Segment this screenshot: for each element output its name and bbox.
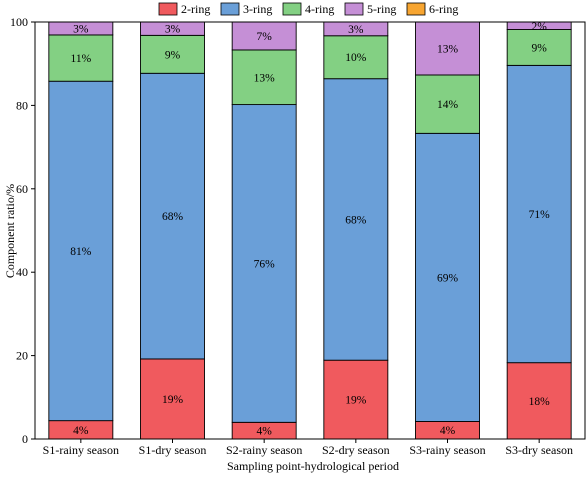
bar-segment-2-ring-s1-dry-season (140, 358, 205, 440)
bar-segment-4-ring-s2-dry-season (323, 35, 389, 80)
data-label-5-ring-s2-rainy-season: 7% (256, 31, 272, 43)
y-tick-label-100: 100 (10, 15, 28, 29)
y-axis-title: Component ratio/% (3, 184, 17, 278)
data-label-2-ring-s1-rainy-season: 4% (73, 425, 89, 437)
legend-label-3-ring: 3-ring (243, 2, 272, 16)
plot-frame (34, 21, 586, 440)
bar-segment-3-ring-s2-rainy-season (231, 104, 297, 423)
data-label-4-ring-s3-rainy-season: 14% (437, 99, 459, 111)
bar-segment-4-ring-s3-dry-season (506, 29, 572, 66)
bar-segment-5-ring-s2-rainy-season (231, 21, 297, 51)
legend-label-4-ring: 4-ring (305, 2, 334, 16)
x-tick-label-s2-rainy-season: S2-rainy season (226, 443, 302, 457)
data-label-5-ring-s1-rainy-season: 3% (73, 23, 89, 35)
data-label-4-ring-s3-dry-season: 9% (531, 42, 547, 54)
data-label-4-ring-s1-dry-season: 9% (165, 49, 181, 61)
data-label-5-ring-s3-rainy-season: 13% (437, 43, 459, 55)
data-label-3-ring-s3-dry-season: 71% (529, 209, 551, 221)
y-tick-label-0: 0 (22, 432, 28, 446)
x-axis-title: Sampling point-hydrological period (227, 459, 399, 473)
bar-segment-3-ring-s1-rainy-season (48, 80, 114, 422)
data-label-4-ring-s2-rainy-season: 13% (254, 72, 276, 84)
x-tick-label-s1-rainy-season: S1-rainy season (43, 443, 119, 457)
bar-segment-3-ring-s3-dry-season (506, 64, 572, 364)
data-label-4-ring-s1-rainy-season: 11% (71, 53, 92, 65)
legend-swatch-6-ring (406, 2, 426, 16)
legend: 2-ring 3-ring 4-ring 5-ring 6-ring (158, 2, 458, 16)
bar-segment-3-ring-s3-rainy-season (415, 132, 480, 422)
legend-label-6-ring: 6-ring (429, 2, 458, 16)
data-label-2-ring-s1-dry-season: 19% (162, 394, 184, 406)
data-label-4-ring-s2-dry-season: 10% (345, 52, 367, 64)
legend-label-5-ring: 5-ring (367, 2, 396, 16)
bar-segment-5-ring-s3-rainy-season (415, 21, 480, 76)
data-label-3-ring-s1-dry-season: 68% (162, 211, 184, 223)
x-tick-label-s1-dry-season: S1-dry season (139, 443, 207, 457)
bar-segment-4-ring-s2-rainy-season (231, 49, 297, 106)
data-label-3-ring-s2-dry-season: 68% (345, 214, 367, 226)
y-tick-label-20: 20 (16, 349, 28, 363)
data-label-2-ring-s2-dry-season: 19% (345, 395, 367, 407)
data-label-5-ring-s2-dry-season: 3% (348, 24, 364, 36)
bar-segment-3-ring-s2-dry-season (323, 78, 389, 361)
legend-swatch-5-ring (344, 2, 364, 16)
bar-segment-4-ring-s3-rainy-season (415, 74, 480, 134)
legend-label-2-ring: 2-ring (181, 2, 210, 16)
y-tick-label-80: 80 (16, 98, 28, 112)
bar-segment-4-ring-s1-dry-season (140, 34, 205, 74)
x-tick-label-s3-dry-season: S3-dry season (505, 443, 573, 457)
legend-swatch-3-ring (220, 2, 240, 16)
y-tick-label-40: 40 (16, 265, 28, 279)
data-labels-group: 4% 81% 11% 3% 19% 68% 9% 3% 4% 76% 13% 7% 19% 68% 10% 3… (70, 21, 550, 438)
legend-swatch-4-ring (282, 2, 302, 16)
data-label-3-ring-s3-rainy-season: 69% (437, 272, 459, 284)
y-tick-label-60: 60 (16, 182, 28, 196)
legend-swatch-2-ring (158, 2, 178, 16)
data-label-3-ring-s2-rainy-season: 76% (254, 258, 276, 270)
data-label-2-ring-s2-rainy-season: 4% (256, 426, 272, 438)
bars-group (48, 21, 572, 440)
x-tick-label-s3-rainy-season: S3-rainy season (409, 443, 485, 457)
data-label-5-ring-s1-dry-season: 3% (165, 24, 181, 36)
data-label-2-ring-s3-rainy-season: 4% (440, 425, 456, 437)
data-label-2-ring-s3-dry-season: 18% (529, 396, 551, 408)
bar-segment-2-ring-s3-dry-season (506, 362, 572, 440)
data-label-5-ring-s3-dry-season: 2% (531, 21, 547, 33)
data-label-3-ring-s1-rainy-season: 81% (70, 246, 92, 258)
x-tick-label-s2-dry-season: S2-dry season (322, 443, 390, 457)
axes-group: S1-rainy season S1-dry season S2-rainy sea… (10, 15, 586, 457)
